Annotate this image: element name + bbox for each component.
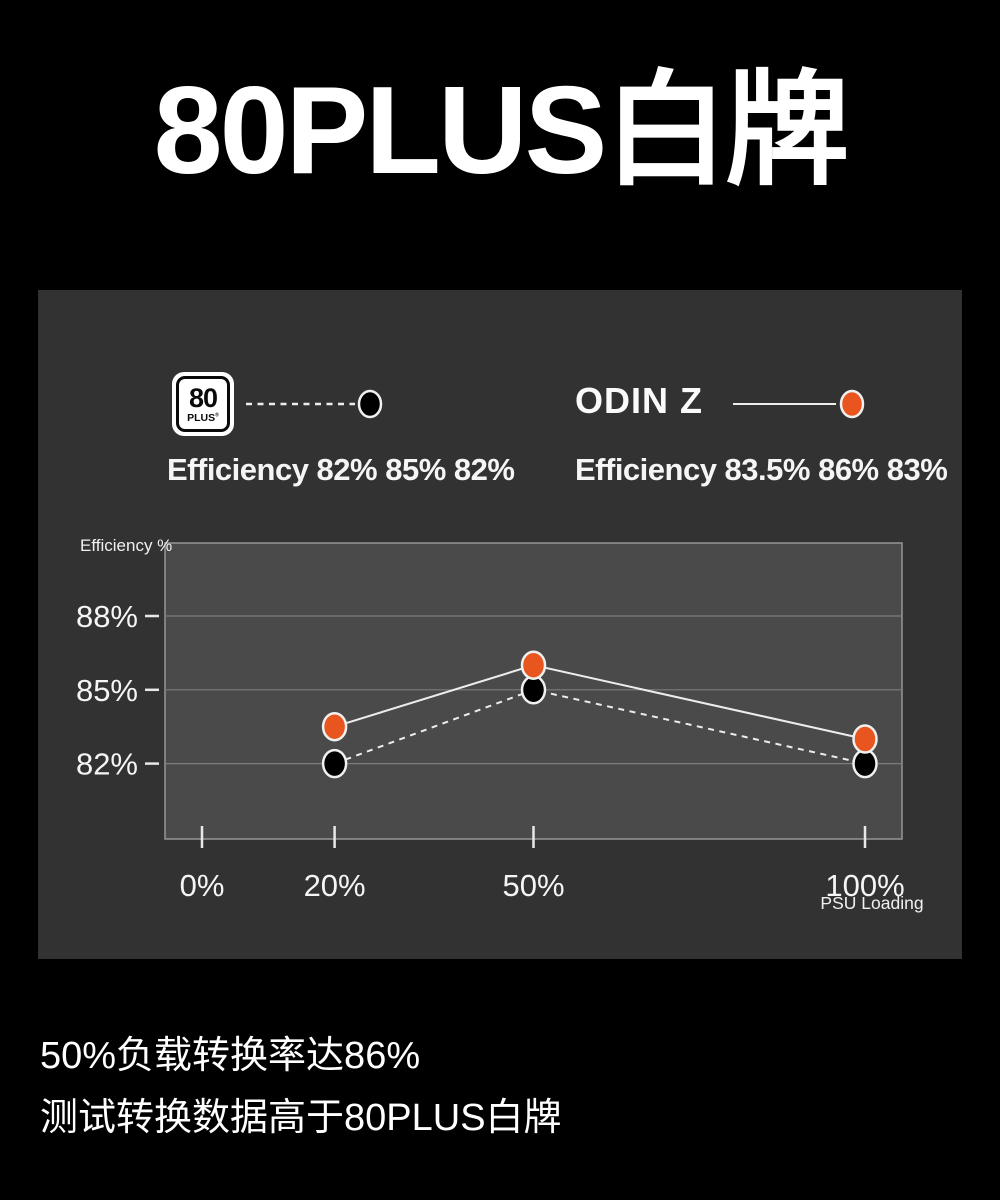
data-point-marker [852,724,878,754]
x-tick-label: 20% [304,868,366,903]
badge-80-text: 80 [188,382,218,413]
efficiency-values-odin-z: Efficiency 83.5% 86% 83% [575,452,948,487]
80plus-badge-icon: 80 PLUS® [172,372,234,436]
badge-plus-text: PLUS® [187,411,219,424]
data-point-marker [852,748,878,779]
chart-panel: 80 PLUS® ODIN Z Efficiency 82% 85% 82% E… [38,290,962,959]
legend-solid-line [733,389,865,419]
x-axis-title: PSU Loading [820,893,923,913]
series-name-odin-z: ODIN Z [575,380,703,421]
y-tick-label: 82% [76,747,138,782]
data-point-marker [520,650,547,680]
registered-mark: ® [215,412,219,419]
page-title: 80PLUS白牌 [153,62,850,200]
x-tick-label: 50% [502,868,564,903]
x-tick-label: 0% [180,868,225,903]
data-point-marker [321,748,348,779]
black-marker-icon [357,389,383,419]
efficiency-values-80plus: Efficiency 82% 85% 82% [167,452,515,487]
efficiency-chart: 88% 85% 82% Efficiency % 0% 20% 50% 100%PSU Loa… [76,536,924,913]
y-tick-label: 85% [76,673,138,708]
data-point-marker [520,675,547,705]
y-axis-title: Efficiency % [80,536,172,555]
80plus-badge-frame: 80 PLUS® [176,376,230,432]
x-tick-label: 100% [825,868,904,903]
y-tick-label: 88% [76,599,138,634]
legend-dashed-line [246,389,383,419]
orange-marker-icon [839,389,865,419]
footer-line-2: 测试转换数据高于80PLUS白牌 [40,1097,562,1139]
footer-line-1: 50%负载转换率达86% [40,1035,421,1077]
data-point-marker [321,711,348,742]
